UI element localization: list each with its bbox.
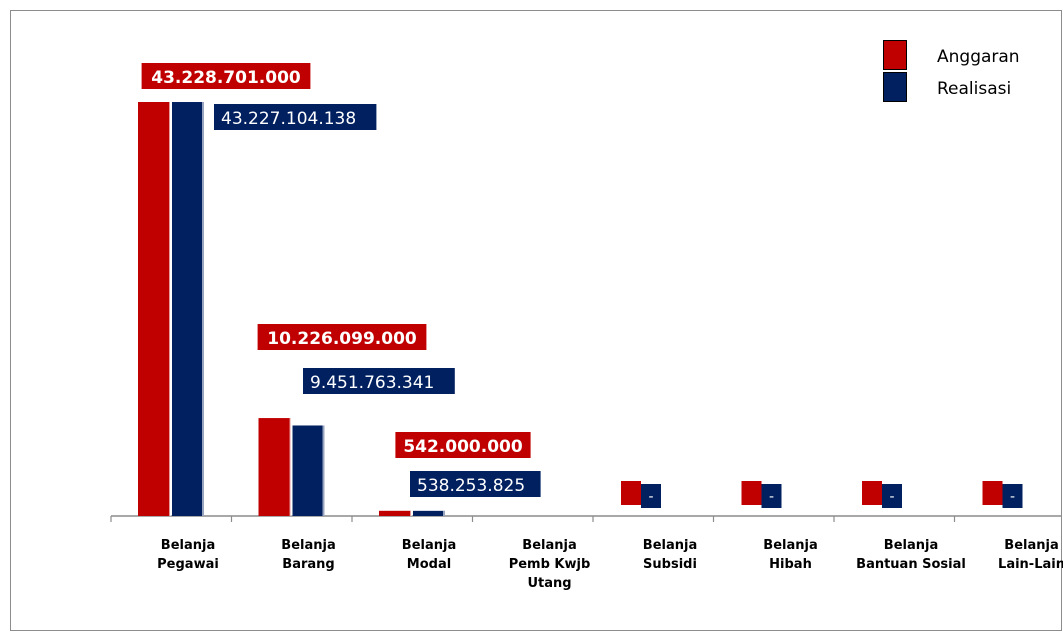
data-label-realisasi: 43.227.104.138 (221, 109, 356, 129)
data-label-box-anggaran (621, 481, 641, 505)
x-tick-label: Modal (407, 557, 451, 572)
legend-swatch-realisasi (883, 72, 907, 102)
legend-swatch-anggaran (883, 40, 907, 70)
data-label-anggaran: 43.228.701.000 (151, 68, 301, 88)
bar-anggaran (258, 418, 291, 516)
bar-anggaran-edge (410, 510, 412, 516)
data-label-realisasi: - (1010, 489, 1015, 505)
data-label-box-anggaran (257, 324, 427, 350)
x-tick-label: Belanja (1004, 538, 1058, 553)
x-tick-label: Belanja (161, 538, 215, 553)
x-tick-label: Bantuan Sosial (856, 557, 966, 572)
x-tick-label: Belanja (281, 538, 335, 553)
data-label-box-realisasi (303, 368, 455, 394)
data-label-box-realisasi (410, 471, 541, 497)
data-label-box-anggaran (141, 63, 311, 89)
x-tick-label: Pegawai (157, 557, 219, 572)
x-tick-label: Subsidi (643, 557, 697, 572)
data-label-realisasi: - (769, 489, 774, 505)
x-tick-label: Lain-Lain (998, 557, 1063, 572)
x-tick-label: Belanja (643, 538, 697, 553)
bar-realisasi (292, 425, 325, 516)
bar-anggaran (138, 102, 170, 516)
x-tick-label: Utang (527, 576, 571, 591)
data-label-realisasi: 9.451.763.341 (310, 373, 434, 393)
legend-label-realisasi: Realisasi (937, 79, 1012, 99)
x-tick-label: Pemb Kwjb (509, 557, 591, 572)
bar-realisasi-edge (202, 102, 204, 516)
data-label-box-anggaran (395, 432, 531, 458)
bar-realisasi-edge (322, 425, 325, 516)
data-label-box-realisasi (641, 484, 661, 508)
data-label-realisasi: - (889, 489, 894, 505)
bar-realisasi-edge (443, 510, 445, 516)
x-tick-label: Barang (282, 557, 334, 572)
data-label-realisasi: - (648, 489, 653, 505)
legend-label-anggaran: Anggaran (937, 47, 1020, 67)
data-label-box-anggaran (741, 481, 762, 505)
data-label-box-realisasi (761, 484, 782, 508)
x-tick-label: Belanja (522, 538, 576, 553)
data-label-anggaran: 10.226.099.000 (267, 329, 417, 349)
bar-realisasi (172, 102, 204, 516)
bar-anggaran-edge (169, 102, 171, 516)
x-tick-label: Hibah (769, 557, 812, 572)
data-label-box-realisasi (882, 484, 902, 508)
data-label-box-realisasi (1002, 484, 1023, 508)
data-label-box-anggaran (862, 481, 882, 505)
data-label-realisasi: 538.253.825 (417, 476, 525, 496)
data-label-anggaran: 542.000.000 (403, 437, 523, 457)
x-tick-label: Belanja (402, 538, 456, 553)
x-tick-label: Belanja (884, 538, 938, 553)
data-label-box-anggaran (982, 481, 1003, 505)
bar-realisasi (413, 510, 445, 516)
x-tick-label: Belanja (763, 538, 817, 553)
data-label-box-realisasi (214, 104, 377, 130)
bar-anggaran-edge (289, 418, 292, 516)
bar-anggaran (379, 510, 411, 516)
